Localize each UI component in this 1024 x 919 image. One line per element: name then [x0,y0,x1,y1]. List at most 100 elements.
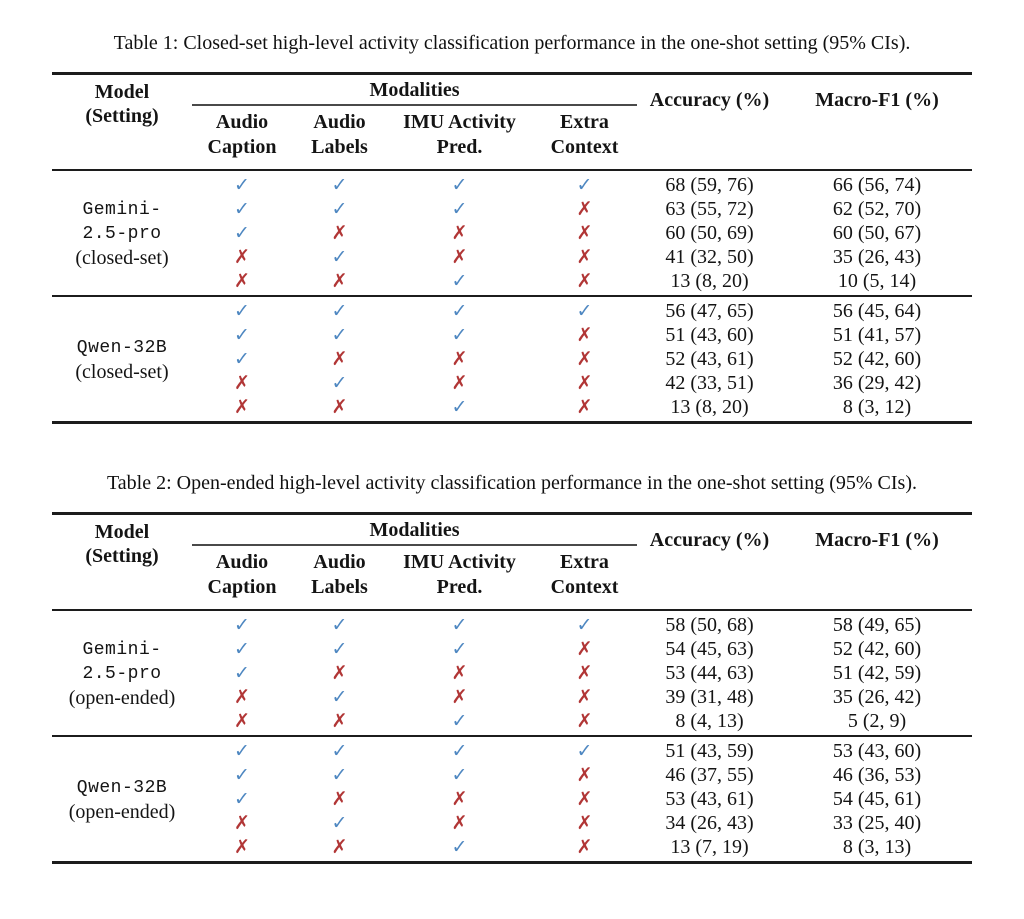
model-name: Qwen-32B [76,337,168,358]
model-header-line: Model [94,81,150,103]
macro-f1-value: 51 (42, 59) [832,662,922,684]
audio-labels-header: Audio Labels [311,551,368,598]
check-icon: ✓ [576,300,593,322]
table-row: ✗ ✓ ✗ ✗ 39 (31, 48) 35 (26, 42) [52,685,972,709]
model-setting-cell: Qwen-32B (closed-set) [52,296,192,423]
table-row: Gemini- 2.5-pro (open-ended) ✓ ✓ ✓ ✓ 58 … [52,610,972,709]
accuracy-value: 8 (4, 13) [675,710,744,732]
table-row: Qwen-32B (closed-set) ✓ ✓ ✓ ✓ 56 (47, 65… [52,296,972,383]
cross-icon: ✗ [331,396,348,418]
cross-icon: ✗ [331,348,348,370]
table-row: ✗ ✗ ✓ ✗ 13 (8, 20) 10 (5, 14) [52,269,972,296]
cross-icon: ✗ [451,662,468,684]
check-icon: ✓ [234,348,250,370]
check-icon: ✓ [451,174,468,196]
check-icon: ✓ [451,764,468,786]
table-row: ✓ ✓ ✓ ✗ 54 (45, 63) 52 (42, 60) [52,637,972,661]
macro-f1-value: 58 (49, 65) [832,614,922,636]
check-icon: ✓ [451,836,468,858]
imu-activity-pred-header: IMU Activity Pred. [403,551,516,598]
extra-context-header: Extra Context [550,111,619,158]
table-2-figure: Table 2: Open-ended high-level activity … [0,470,1024,864]
macro-f1-value: 66 (56, 74) [832,174,922,196]
accuracy-value: 13 (7, 19) [670,836,749,858]
check-icon: ✓ [234,662,250,684]
cross-icon: ✗ [576,396,593,418]
model-setting-header: Model (Setting) [52,514,192,611]
macro-f1-value: 36 (29, 42) [832,372,922,394]
header-row-top: Model (Setting) Modalities Accuracy (%) … [52,73,972,127]
cross-icon: ✗ [451,812,468,834]
macro-f1-header: Macro-F1 (%) [815,89,939,111]
check-icon: ✓ [331,372,348,394]
check-icon: ✓ [331,324,348,346]
table-row: Qwen-32B (open-ended) ✓ ✓ ✓ ✓ 51 (43, 59… [52,736,972,823]
cross-icon: ✗ [576,686,593,708]
cross-icon: ✗ [331,270,348,292]
check-icon: ✓ [451,198,468,220]
table-row: ✓ ✓ ✓ ✗ 46 (37, 55) 46 (36, 53) [52,763,972,787]
accuracy-value: 39 (31, 48) [665,686,754,708]
table-1-figure: Table 1: Closed-set high-level activity … [0,30,1024,424]
check-icon: ✓ [331,764,348,786]
cross-icon: ✗ [576,710,593,732]
macro-f1-value: 35 (26, 43) [832,246,922,268]
cross-icon: ✗ [234,270,250,292]
audio-caption-header: Audio Caption [207,111,277,158]
accuracy-value: 52 (43, 61) [665,348,754,370]
extra-context-header: Extra Context [550,551,619,598]
macro-f1-value: 62 (52, 70) [832,198,922,220]
table-row: ✓ ✗ ✗ ✗ 53 (43, 61) 54 (45, 61) [52,787,972,811]
cross-icon: ✗ [576,270,593,292]
macro-f1-value: 10 (5, 14) [837,270,917,292]
cross-icon: ✗ [576,348,593,370]
cross-icon: ✗ [331,222,348,244]
cross-icon: ✗ [234,246,250,268]
check-icon: ✓ [234,198,250,220]
cross-icon: ✗ [234,396,250,418]
macro-f1-value: 52 (42, 60) [832,638,922,660]
check-icon: ✓ [451,638,468,660]
accuracy-value: 68 (59, 76) [665,174,754,196]
table-row: ✓ ✓ ✓ ✗ 63 (55, 72) 62 (52, 70) [52,197,972,221]
accuracy-value: 46 (37, 55) [665,764,754,786]
check-icon: ✓ [451,300,468,322]
model-setting-cell: Gemini- 2.5-pro (open-ended) [52,610,192,736]
table-2: Model (Setting) Modalities Accuracy (%) … [52,512,972,864]
cross-icon: ✗ [234,836,250,858]
table-row: ✓ ✗ ✗ ✗ 60 (50, 69) 60 (50, 67) [52,221,972,245]
table-1-caption: Table 1: Closed-set high-level activity … [113,32,911,54]
cross-icon: ✗ [451,788,468,810]
table-row: ✗ ✓ ✗ ✗ 41 (32, 50) 35 (26, 43) [52,245,972,269]
check-icon: ✓ [451,270,468,292]
cross-icon: ✗ [234,372,250,394]
model-block-gemini-open: Gemini- 2.5-pro (open-ended) ✓ ✓ ✓ ✓ 58 … [52,610,972,736]
check-icon: ✓ [234,174,250,196]
cross-icon: ✗ [576,198,593,220]
macro-f1-value: 5 (2, 9) [847,710,907,732]
setting-header-line: (Setting) [85,545,159,567]
check-icon: ✓ [234,614,250,636]
accuracy-value: 58 (50, 68) [665,614,754,636]
model-setting-cell: Qwen-32B (open-ended) [52,736,192,863]
cross-icon: ✗ [451,348,468,370]
cross-icon: ✗ [451,246,468,268]
table-row: ✗ ✗ ✓ ✗ 8 (4, 13) 5 (2, 9) [52,709,972,736]
check-icon: ✓ [576,174,593,196]
model-setting: (open-ended) [68,800,176,823]
cross-icon: ✗ [451,222,468,244]
model-name: Gemini- 2.5-pro [82,199,162,244]
macro-f1-value: 46 (36, 53) [832,764,922,786]
table-2-header: Model (Setting) Modalities Accuracy (%) … [52,513,972,611]
check-icon: ✓ [331,740,348,762]
table-row: ✗ ✗ ✓ ✗ 13 (8, 20) 8 (3, 12) [52,395,972,423]
check-icon: ✓ [234,300,250,322]
macro-f1-value: 53 (43, 60) [832,740,922,762]
check-icon: ✓ [451,614,468,636]
cross-icon: ✗ [451,372,468,394]
accuracy-value: 56 (47, 65) [665,300,754,322]
accuracy-value: 13 (8, 20) [670,270,749,292]
cross-icon: ✗ [331,710,348,732]
accuracy-value: 51 (43, 60) [665,324,754,346]
modalities-header: Modalities [192,513,637,546]
